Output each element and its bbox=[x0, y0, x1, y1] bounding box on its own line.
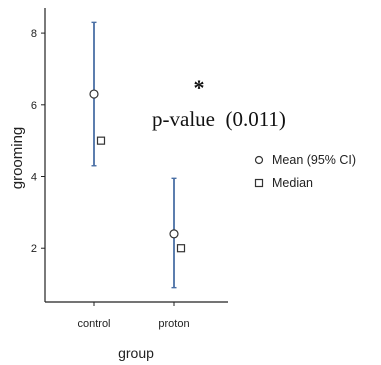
legend-median-marker bbox=[254, 178, 264, 188]
significance-star: * bbox=[194, 75, 205, 100]
legend-mean-label: Mean (95% CI) bbox=[272, 153, 356, 167]
x-tick-label: proton bbox=[158, 318, 189, 330]
ticks: 2 4 6 8 control proton bbox=[31, 28, 190, 330]
p-value-annotation: p-value (0.011) bbox=[152, 107, 286, 131]
mean-point bbox=[89, 89, 99, 99]
legend-mean-marker bbox=[254, 155, 264, 165]
plot-marks bbox=[89, 21, 186, 289]
y-tick-label: 8 bbox=[31, 28, 37, 40]
legend-median-label: Median bbox=[272, 176, 313, 190]
x-axis-label: group bbox=[118, 345, 154, 361]
y-tick-label: 4 bbox=[31, 172, 37, 184]
mean-point bbox=[169, 229, 179, 239]
y-axis-label: grooming bbox=[9, 127, 26, 190]
axes bbox=[44, 8, 228, 303]
median-point bbox=[176, 244, 186, 253]
y-tick-label: 2 bbox=[31, 243, 37, 255]
y-tick-label: 6 bbox=[31, 100, 37, 112]
legend: Mean (95% CI) Median bbox=[254, 153, 356, 190]
x-tick-label: control bbox=[77, 318, 110, 330]
median-point bbox=[96, 136, 106, 145]
